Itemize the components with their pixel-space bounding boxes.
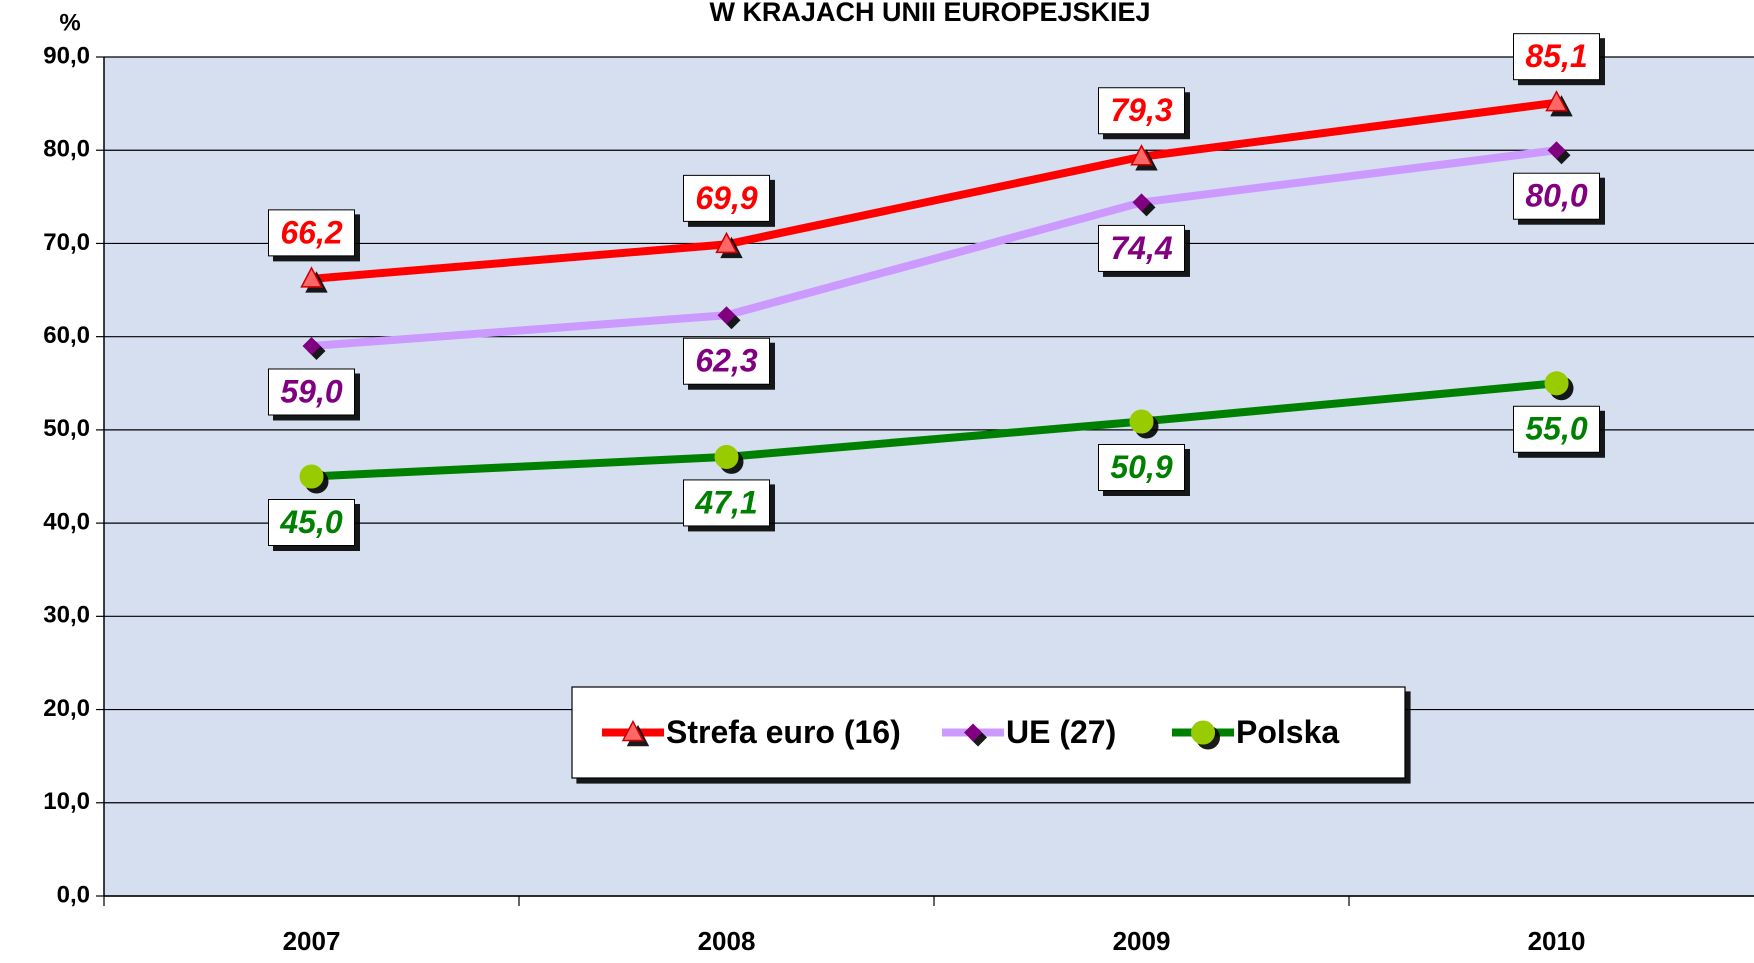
- point-marker-shape: [300, 266, 323, 288]
- data-label-box: [1513, 172, 1600, 220]
- point-marker: [1132, 193, 1151, 212]
- point-marker: [1130, 144, 1153, 166]
- x-tick-label: 2008: [698, 926, 756, 956]
- legend-marker: [1191, 720, 1215, 745]
- point-marker: [1544, 371, 1569, 396]
- point-marker: [302, 336, 321, 355]
- data-label: 59,0: [280, 373, 342, 409]
- data-label-box: [268, 499, 355, 546]
- point-marker-shape: [1129, 409, 1154, 434]
- data-label: 50,9: [1110, 449, 1172, 485]
- legend-marker-shape: [964, 723, 982, 742]
- point-marker: [1547, 141, 1566, 160]
- legend-marker-shape: [621, 719, 645, 742]
- point-marker-shape: [1130, 144, 1153, 166]
- data-label: 47,1: [694, 484, 757, 520]
- point-marker-shape: [299, 464, 324, 489]
- y-tick-label: 90,0: [43, 42, 90, 69]
- point-marker-shape: [1132, 193, 1151, 212]
- y-tick-label: 20,0: [43, 695, 90, 722]
- y-tick-label: 30,0: [43, 602, 90, 629]
- data-label-box: [683, 479, 770, 527]
- point-marker-shape: [717, 306, 736, 325]
- legend-marker: [964, 723, 982, 742]
- chart-title: W KRAJACH UNII EUROPEJSKIEJ: [709, 0, 1150, 27]
- legend-label: Polska: [1236, 714, 1339, 750]
- y-tick-label: 70,0: [43, 229, 90, 256]
- legend-label: Strefa euro (16): [666, 714, 901, 750]
- x-tick-label: 2010: [1528, 926, 1586, 956]
- data-label: 66,2: [280, 214, 342, 250]
- x-tick-label: 2007: [283, 926, 341, 956]
- point-marker-shape: [1545, 90, 1568, 112]
- data-label-box: [683, 337, 770, 385]
- y-axis-label: %: [59, 9, 80, 36]
- point-marker-shape: [1544, 371, 1569, 396]
- legend-label: UE (27): [1006, 714, 1116, 750]
- point-marker: [300, 266, 323, 288]
- data-label-box: [268, 368, 355, 416]
- y-tick-label: 0,0: [57, 881, 90, 908]
- data-label: 79,3: [1110, 92, 1172, 128]
- data-label-box: [268, 209, 355, 257]
- data-label: 85,1: [1525, 38, 1587, 74]
- series-line: [311, 379, 1557, 481]
- point-marker: [299, 464, 324, 489]
- data-label: 45,0: [279, 504, 342, 540]
- point-marker-shape: [715, 231, 738, 254]
- data-label: 80,0: [1525, 178, 1587, 214]
- series-line: [311, 98, 1558, 283]
- data-label-box: [683, 174, 770, 222]
- y-tick-label: 10,0: [43, 788, 90, 815]
- point-marker: [714, 444, 739, 469]
- point-marker-shape: [302, 336, 321, 355]
- y-tick-label: 60,0: [43, 322, 90, 349]
- data-label-box: [1098, 443, 1185, 491]
- x-tick-label: 2009: [1113, 926, 1171, 956]
- point-marker: [1129, 409, 1154, 434]
- legend-marker-shape: [1191, 720, 1215, 745]
- point-marker-shape: [714, 444, 739, 469]
- data-label-box: [1513, 33, 1600, 81]
- data-label-box: [1098, 224, 1185, 272]
- point-marker: [1545, 90, 1568, 112]
- data-label: 55,0: [1525, 411, 1587, 447]
- data-label: 74,4: [1110, 230, 1172, 266]
- data-label-box: [1098, 87, 1185, 135]
- point-marker: [715, 231, 738, 254]
- y-tick-label: 80,0: [43, 136, 90, 163]
- data-label: 69,9: [695, 180, 757, 216]
- data-label-box: [1513, 405, 1600, 453]
- legend-marker: [621, 719, 645, 742]
- point-marker-shape: [1547, 141, 1566, 160]
- series-line: [311, 146, 1557, 350]
- y-tick-label: 40,0: [43, 508, 90, 535]
- data-label: 62,3: [695, 343, 757, 379]
- point-marker: [717, 306, 736, 325]
- y-tick-label: 50,0: [43, 415, 90, 442]
